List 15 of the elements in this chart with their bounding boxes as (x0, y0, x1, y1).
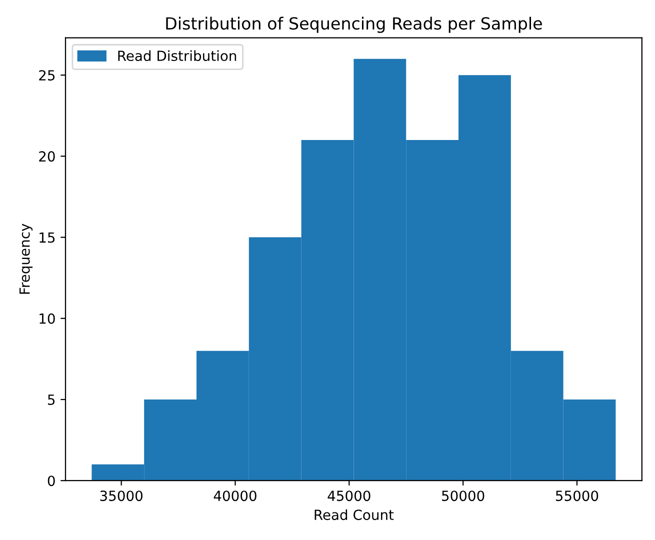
legend-label: Read Distribution (118, 50, 236, 62)
y-axis-title: Frequency (20, 224, 33, 294)
x-tick-label: 50000 (442, 490, 484, 502)
y-tick-label: 10 (40, 313, 55, 324)
x-tick-label: 40000 (214, 490, 256, 502)
x-tick-label: 55000 (556, 490, 598, 502)
y-tick-label: 25 (39, 70, 55, 81)
x-axis-title: Read Count (314, 509, 394, 520)
y-tick-label: 20 (39, 151, 55, 162)
chart-title: Distribution of Sequencing Reads per Sample (166, 16, 542, 33)
y-tick-label: 15 (40, 232, 55, 243)
x-tick-label: 45000 (328, 490, 370, 502)
y-tick-label: 0 (48, 476, 55, 486)
y-tick-label: 5 (48, 394, 55, 405)
x-tick-label: 35000 (100, 490, 142, 502)
